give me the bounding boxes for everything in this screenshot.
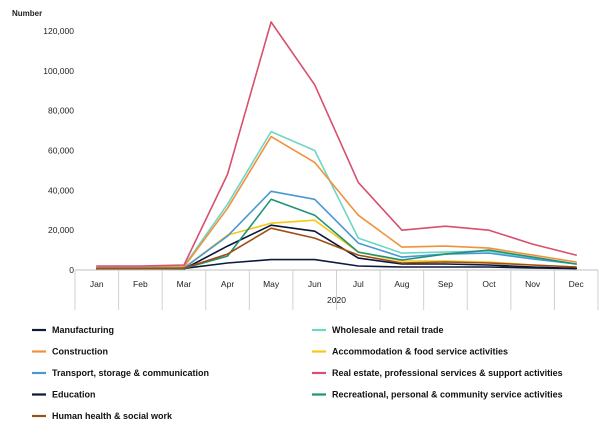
y-tick-label: 100,000 [43,66,74,76]
x-tick-label: Feb [133,279,148,289]
legend-label: Manufacturing [52,325,114,335]
x-tick-label: Sep [438,279,453,289]
x-tick-label: Dec [569,279,585,289]
series-line [96,21,577,267]
legend-label: Human health & social work [52,411,173,421]
x-tick-label: Aug [394,279,409,289]
y-tick-label: 60,000 [48,146,74,156]
series-line [96,130,577,268]
x-tick-label: Nov [525,279,541,289]
x-tick-label: Apr [221,279,234,289]
legend-label: Recreational, personal & community servi… [332,390,563,400]
legend-label: Education [52,390,96,400]
series-line [96,190,577,269]
series-line [96,227,577,270]
plot-area [96,21,577,271]
y-tick-label: 40,000 [48,185,74,195]
legend: Manufacturing Wholesale and retail trade C… [32,325,563,421]
y-tick-label: 20,000 [48,225,74,235]
x-tick-label: Mar [177,279,192,289]
series-line [96,135,577,269]
legend-label: Real estate, professional services & sup… [332,368,563,378]
series-line [96,198,577,270]
legend-label: Construction [52,347,108,357]
y-tick-label: 120,000 [43,26,74,36]
x-tick-label: Jan [90,279,104,289]
x-tick-label: Jul [353,279,364,289]
y-tick-label: 0 [69,265,74,275]
x-axis: Jan Feb Mar Apr May Jun Jul Aug Sep Oct Nov Dec [74,269,599,310]
x-tick-label: May [263,279,280,289]
legend-label: Accommodation & food service activities [332,347,508,357]
x-tick-label: Jun [308,279,322,289]
y-tick-label: 80,000 [48,106,74,116]
x-axis-label: 2020 [327,295,346,305]
x-tick-label: Oct [482,279,496,289]
legend-label: Transport, storage & communication [52,368,209,378]
y-axis-ticks: 0 20,000 40,000 60,000 80,000 100,000 120,000 [43,26,74,275]
y-axis-label: Number [12,9,42,18]
legend-label: Wholesale and retail trade [332,325,444,335]
